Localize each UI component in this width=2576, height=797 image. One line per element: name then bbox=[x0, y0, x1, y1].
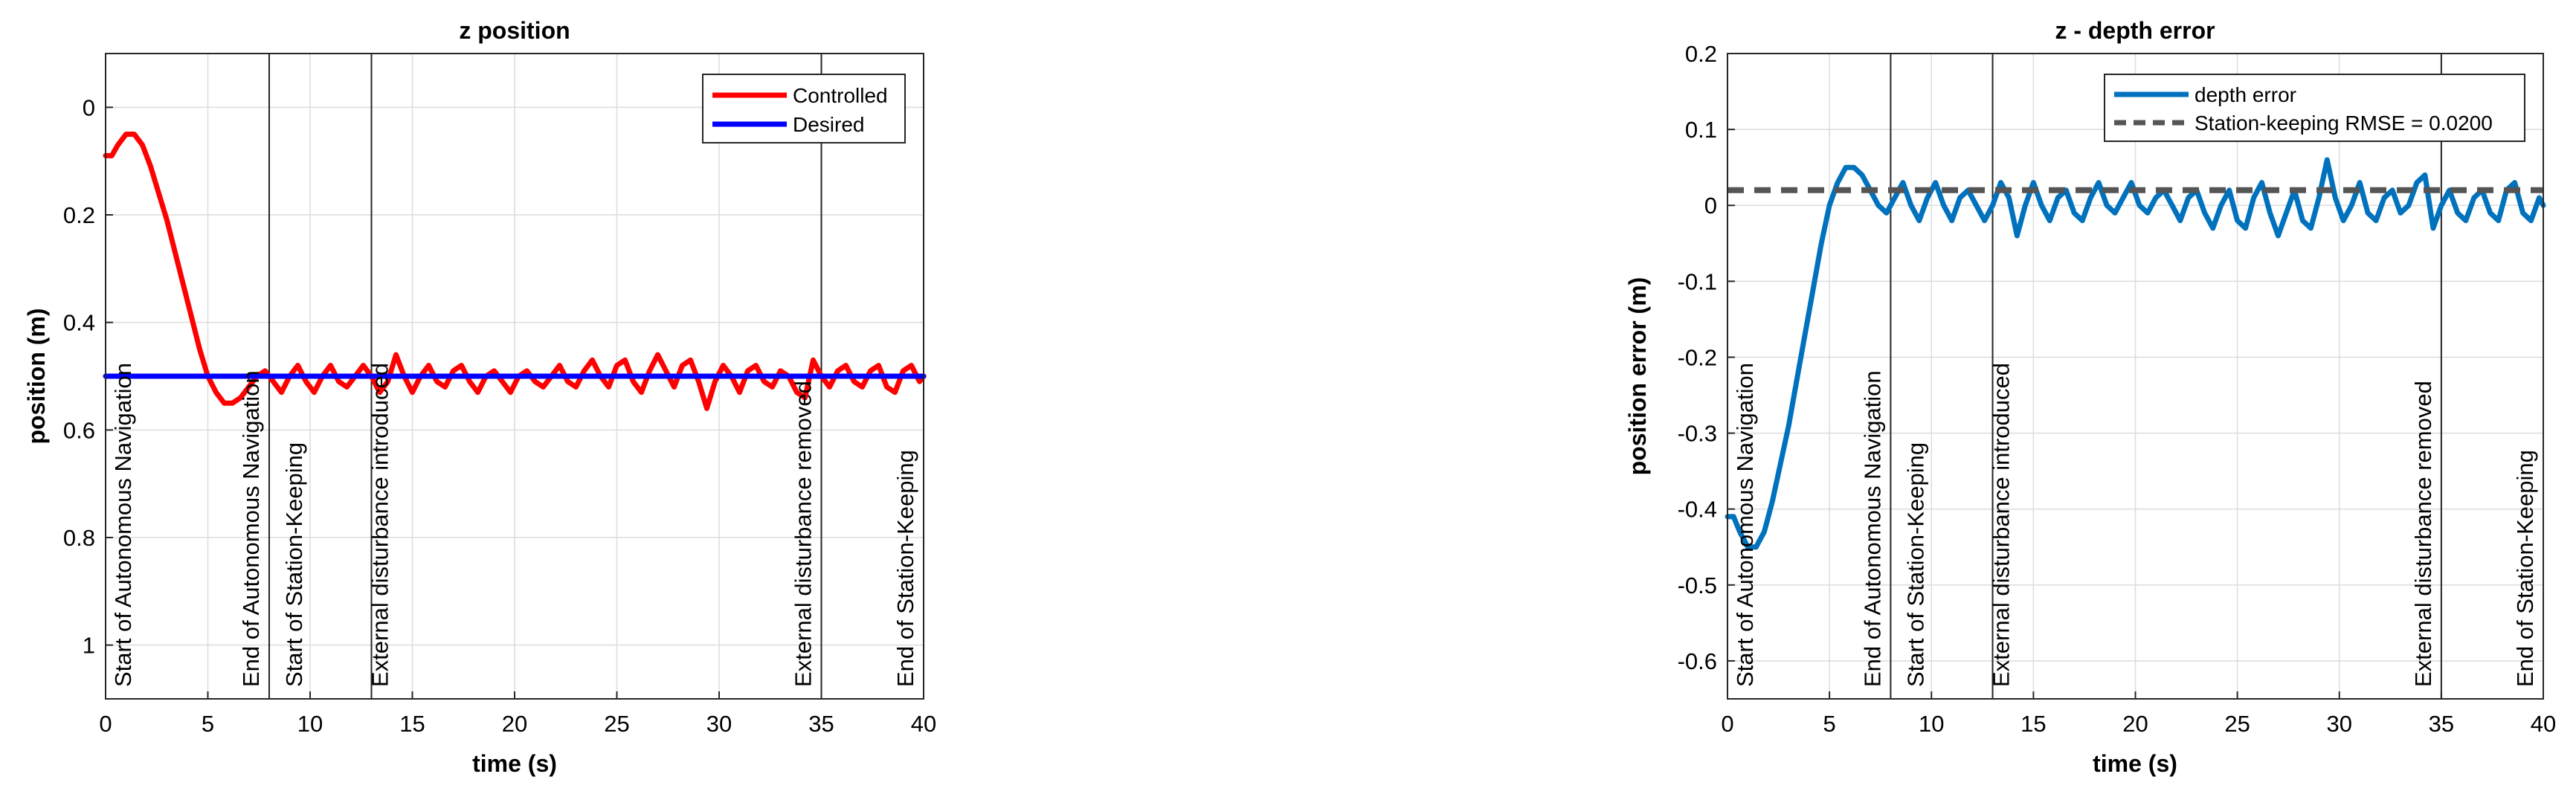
chart-title: z - depth error bbox=[2055, 17, 2215, 44]
y-tick-label: -0.4 bbox=[1678, 497, 1717, 523]
tick-labels: 0 5 10 15 20 25 30 35 40 0 0.2 0.4 0.6 0.8 1 bbox=[63, 94, 936, 737]
event-label: External disturbance introduced bbox=[1989, 363, 2015, 687]
legend-label-depth-error: depth error bbox=[2195, 83, 2296, 106]
event-annotations: Start of Autonomous Navigation End of Aut… bbox=[110, 363, 918, 687]
x-tick-label: 40 bbox=[911, 711, 936, 737]
y-tick-label: -0.5 bbox=[1678, 572, 1717, 598]
event-label: Start of Station-Keeping bbox=[281, 442, 307, 687]
event-label: External disturbance removed bbox=[2410, 381, 2436, 687]
legend-label-rmse: Station-keeping RMSE = 0.0200 bbox=[2195, 112, 2493, 135]
series-line-0 bbox=[1725, 157, 2546, 550]
x-tick-label: 15 bbox=[2020, 711, 2046, 737]
series-group bbox=[1725, 157, 2546, 550]
event-lines bbox=[1890, 54, 2442, 699]
legend-box bbox=[2104, 74, 2525, 142]
legend-box bbox=[702, 74, 906, 143]
chart-depth-error: 0 5 10 15 20 25 30 35 40 0.2 0.1 0 -0.1 -0.2 -0.3 -0.4 -… bbox=[1624, 17, 2556, 777]
y-tick-label: -0.2 bbox=[1678, 344, 1717, 370]
y-tick-label: 0 bbox=[83, 94, 95, 120]
x-tick-label: 15 bbox=[399, 711, 425, 737]
x-tick-label: 0 bbox=[1721, 711, 1733, 737]
x-tick-label: 35 bbox=[808, 711, 834, 737]
x-tick-label: 25 bbox=[604, 711, 629, 737]
event-label: End of Autonomous Navigation bbox=[1859, 370, 1885, 687]
x-tick-label: 20 bbox=[502, 711, 527, 737]
x-tick-label: 30 bbox=[706, 711, 732, 737]
y-tick-label: 0.2 bbox=[63, 202, 95, 228]
x-tick-label: 5 bbox=[1823, 711, 1836, 737]
event-label: Start of Autonomous Navigation bbox=[1732, 363, 1758, 687]
x-axis-label: time (s) bbox=[472, 750, 557, 777]
axes-box bbox=[105, 53, 924, 700]
y-axis-label: position (m) bbox=[23, 308, 50, 444]
y-tick-label: 0.2 bbox=[1685, 41, 1717, 67]
x-tick-label: 10 bbox=[1919, 711, 1944, 737]
event-label: External disturbance removed bbox=[790, 381, 817, 687]
x-tick-label: 0 bbox=[99, 711, 112, 737]
chart-title: z position bbox=[459, 17, 570, 44]
y-tick-label: 0.8 bbox=[63, 525, 95, 551]
y-tick-label: -0.6 bbox=[1678, 648, 1717, 674]
y-tick-label: -0.3 bbox=[1678, 421, 1717, 447]
x-axis-label: time (s) bbox=[2093, 750, 2177, 777]
event-label: Start of Autonomous Navigation bbox=[110, 363, 136, 687]
legend: depth error Station-keeping RMSE = 0.020… bbox=[2104, 74, 2525, 142]
event-label: End of Autonomous Navigation bbox=[238, 370, 264, 687]
series-group bbox=[103, 132, 927, 411]
y-tick-label: 0.1 bbox=[1685, 117, 1717, 143]
y-tick-label: 1 bbox=[83, 633, 95, 659]
x-tick-label: 30 bbox=[2327, 711, 2352, 737]
event-label: Start of Station-Keeping bbox=[1902, 442, 1928, 687]
y-tick-label: 0 bbox=[1704, 193, 1717, 219]
event-label: End of Station-Keeping bbox=[892, 450, 918, 687]
chart-z-position: 0 5 10 15 20 25 30 35 40 0 0.2 0.4 0.6 0.8 1 Start of … bbox=[23, 17, 936, 777]
legend-label-controlled: Controlled bbox=[793, 84, 888, 107]
y-tick-label: -0.1 bbox=[1678, 268, 1717, 294]
event-annotations: Start of Autonomous Navigation End of Aut… bbox=[1732, 363, 2538, 687]
x-tick-label: 25 bbox=[2224, 711, 2250, 737]
event-label: External disturbance introduced bbox=[367, 363, 393, 687]
y-axis-label: position error (m) bbox=[1624, 277, 1651, 476]
tick-labels: 0 5 10 15 20 25 30 35 40 0.2 0.1 0 -0.1 -0.2 -0.3 -0.4 -… bbox=[1678, 41, 2557, 737]
y-tick-label: 0.6 bbox=[63, 417, 95, 443]
x-tick-label: 10 bbox=[297, 711, 323, 737]
x-tick-label: 20 bbox=[2122, 711, 2148, 737]
y-tick-label: 0.4 bbox=[63, 310, 95, 336]
legend: Controlled Desired bbox=[702, 74, 906, 143]
legend-label-desired: Desired bbox=[793, 113, 864, 136]
event-label: End of Station-Keeping bbox=[2512, 450, 2538, 687]
x-tick-label: 40 bbox=[2531, 711, 2556, 737]
axes-box bbox=[1727, 53, 2544, 700]
x-tick-label: 35 bbox=[2429, 711, 2454, 737]
x-tick-label: 5 bbox=[202, 711, 214, 737]
series-line-0 bbox=[103, 132, 927, 411]
